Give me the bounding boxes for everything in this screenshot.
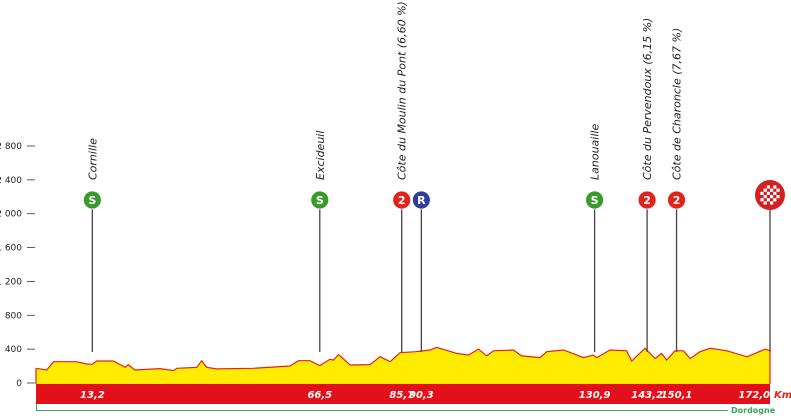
marker-symbol: 2 — [398, 194, 406, 207]
y-tick-label: 400 — [5, 345, 22, 355]
checker-square — [766, 191, 770, 195]
marker-badge-icon — [392, 190, 412, 210]
marker-symbol: S — [316, 194, 324, 207]
marker-s: S Lanouaille 130,9 — [579, 124, 611, 401]
region-line — [36, 404, 728, 411]
km-label: 13,2 — [80, 390, 105, 401]
marker-badge-icon — [585, 190, 605, 210]
marker-r: R 90,3 — [409, 190, 434, 401]
x-axis-unit: Km — [774, 390, 791, 401]
checker-square — [773, 191, 777, 195]
km-band — [36, 384, 770, 404]
y-tick-label: 1 600 — [0, 244, 22, 254]
marker-badge-icon — [667, 190, 686, 210]
marker-s: S Cornille 13,2 — [80, 138, 105, 401]
y-tick-label: 2 800 — [0, 142, 22, 152]
checker-square — [776, 195, 780, 199]
y-tick-label: 0 — [16, 379, 22, 389]
checker-square — [770, 201, 774, 205]
checker-square — [770, 188, 774, 192]
marker-symbol: 2 — [643, 194, 651, 207]
marker-badge-icon — [82, 190, 102, 210]
y-tick-label: 800 — [5, 311, 22, 321]
point-label: Côte du Pervendoux (6,15 %) — [641, 18, 654, 180]
marker-symbol: R — [417, 194, 426, 207]
marker-2: 2 Côte du Moulin du Pont (6,60 %) 85,7 — [389, 1, 414, 401]
y-tick-label: 2 000 — [0, 210, 22, 220]
checker-square — [770, 195, 774, 199]
km-label: 90,3 — [409, 390, 434, 401]
checker-square — [776, 188, 780, 192]
marker-2: 2 Côte du Pervendoux (6,15 %) 143,2 — [631, 18, 663, 401]
checker-square — [766, 198, 770, 202]
km-label: 66,5 — [307, 390, 332, 401]
point-label: Lanouaille — [589, 124, 602, 180]
checker-square — [760, 198, 764, 202]
marker-badge-icon — [411, 190, 431, 210]
km-label: 130,9 — [579, 390, 611, 401]
checker-square — [766, 185, 770, 189]
checker-square — [763, 188, 767, 192]
elevation-area — [36, 347, 770, 384]
y-tick-label: 2 400 — [0, 176, 22, 186]
markers: S Cornille 13,2 S Excideuil 66,5 2 Côte du Moul… — [80, 1, 785, 401]
checker-square — [763, 201, 767, 205]
km-label: 85,7 — [389, 390, 414, 401]
km-label: 172,0 — [738, 390, 770, 401]
checker-square — [773, 185, 777, 189]
km-label: 143,2 — [631, 390, 663, 401]
elevation-line — [35, 346, 771, 384]
marker-finish: 172,0 — [738, 180, 785, 401]
marker-symbol: S — [591, 194, 599, 207]
point-label: Cornille — [86, 138, 99, 180]
marker-symbol: S — [88, 194, 96, 207]
checker-square — [760, 191, 764, 195]
marker-badge-icon — [310, 190, 330, 210]
marker-symbol: 2 — [673, 194, 681, 207]
y-tick-label: 1 200 — [0, 277, 22, 287]
checker-square — [763, 195, 767, 199]
marker-s: S Excideuil 66,5 — [307, 131, 332, 401]
point-label: Excideuil — [314, 131, 327, 180]
point-label: Côte de Charoncle (7,67 %) — [671, 28, 684, 180]
marker-2: 2 Côte de Charoncle (7,67 %) 150,1 — [661, 28, 693, 401]
checker-square — [773, 198, 777, 202]
marker-badge-icon — [637, 190, 657, 210]
y-axis: 0 400 800 1 200 1 600 2 000 2 400 2 800 — [0, 142, 35, 389]
point-label: Côte du Moulin du Pont (6,60 %) — [396, 1, 409, 180]
km-label: 150,1 — [661, 390, 693, 401]
region-label: Dordogne — [731, 406, 776, 415]
